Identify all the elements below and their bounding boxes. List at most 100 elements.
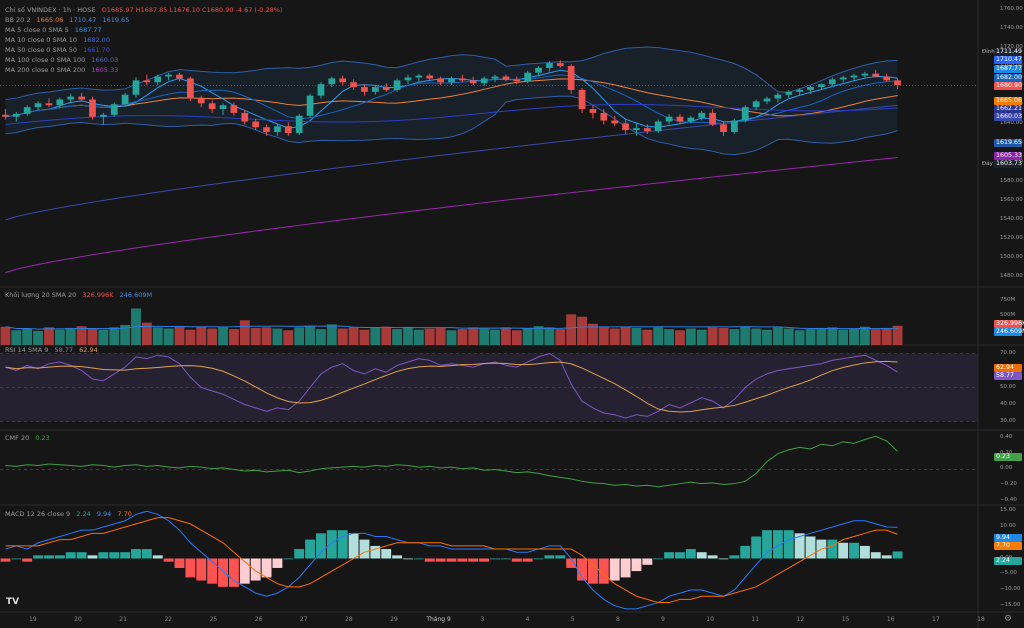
volume-bar xyxy=(11,330,22,345)
rsi-axis-label: 30.00 xyxy=(1000,417,1016,424)
macd-histogram-bar xyxy=(609,558,620,581)
volume-bar xyxy=(381,326,392,345)
candle-body xyxy=(328,78,336,85)
macd-histogram-bar xyxy=(65,552,76,559)
rsi-value: 58.77 xyxy=(54,346,74,354)
cmf-axis-label: −0.20 xyxy=(1000,481,1017,488)
volume-bar xyxy=(120,324,131,345)
macd-histogram-bar xyxy=(870,552,881,559)
cmf-label: CMF 20 xyxy=(5,434,30,442)
macd-histogram-bar xyxy=(457,558,468,562)
macd-histogram-bar xyxy=(185,558,196,578)
bb-legend[interactable]: BB 20 2 1665.06 1710.47 1619.65 xyxy=(5,15,133,26)
volume-bar xyxy=(413,329,424,345)
macd-histogram-bar xyxy=(522,558,533,562)
volume-bar xyxy=(370,327,381,345)
volume-bar xyxy=(457,329,468,345)
macd-histogram-bar xyxy=(696,552,707,559)
volume-bar xyxy=(228,329,239,345)
candle-body xyxy=(110,104,118,115)
candle-body xyxy=(12,113,20,117)
candle-body xyxy=(361,87,368,92)
ma10-label: MA 10 close 0 SMA 10 xyxy=(5,36,77,44)
settings-gear-icon[interactable]: ⚙ xyxy=(1004,614,1013,624)
volume-bar xyxy=(544,327,555,345)
price-tag-side-label: Đáy xyxy=(982,161,993,167)
volume-ma-value: 246.609M xyxy=(119,291,153,299)
rsi-axis-label: 50.00 xyxy=(1000,383,1016,390)
candle-body xyxy=(611,120,619,124)
volume-bar xyxy=(533,326,544,345)
ma50-legend[interactable]: MA 50 close 0 SMA 50 1661.70 xyxy=(5,45,114,56)
candle-body xyxy=(121,94,129,105)
volume-bar xyxy=(511,330,522,345)
candle-body xyxy=(861,73,869,76)
volume-bar xyxy=(838,329,849,345)
macd-histogram-bar xyxy=(272,558,283,568)
volume-bar xyxy=(446,330,457,345)
volume-bar xyxy=(44,327,54,345)
candle-body xyxy=(219,105,227,110)
macd-histogram-bar xyxy=(566,558,577,568)
macd-histogram-bar xyxy=(740,545,751,559)
cmf-legend[interactable]: CMF 20 0.23 xyxy=(5,433,54,444)
volume-axis-label: 750M xyxy=(1000,296,1016,303)
macd-signal-value: 7.70 xyxy=(117,510,132,518)
candle-body xyxy=(807,87,814,90)
macd-axis-label: −5.00 xyxy=(1000,570,1017,577)
volume-bar xyxy=(892,325,903,345)
macd-histogram-bar xyxy=(577,558,587,581)
macd-histogram-bar xyxy=(316,533,326,559)
volume-bar xyxy=(555,329,566,345)
macd-axis-label: 15.00 xyxy=(1000,507,1016,514)
macd-histogram-bar xyxy=(772,530,783,559)
ma10-legend[interactable]: MA 10 close 0 SMA 10 1682.00 xyxy=(5,35,114,46)
volume-bar xyxy=(620,326,631,345)
rsi-axis-label: 70.00 xyxy=(1000,349,1016,356)
x-axis-label: 26 xyxy=(254,616,263,623)
candle-body xyxy=(828,79,836,85)
volume-bar xyxy=(805,329,816,345)
macd-histogram-bar xyxy=(511,558,522,562)
volume-bar xyxy=(424,328,435,345)
candle-body xyxy=(350,82,357,88)
ma5-legend[interactable]: MA 5 close 0 SMA 5 1687.77 xyxy=(5,25,106,36)
macd-histogram-bar xyxy=(664,552,675,559)
candle-body xyxy=(643,128,651,132)
rsi-legend[interactable]: RSI 14 SMA 9 58.77 62.94 xyxy=(5,345,102,356)
bb-upper-value: 1710.47 xyxy=(69,16,97,24)
macd-histogram-bar xyxy=(413,558,424,560)
ma50-line xyxy=(5,103,898,125)
macd-histogram-bar xyxy=(805,536,816,559)
volume-legend[interactable]: Khối lượng 20 SMA 20 326.996K 246.609M xyxy=(5,290,156,301)
ma100-legend[interactable]: MA 100 close 0 SMA 100 1660.03 xyxy=(5,55,122,66)
macd-legend[interactable]: MACD 12 26 close 9 2.24 9.94 7.70 xyxy=(5,509,136,520)
macd-histogram-bar xyxy=(718,558,729,560)
x-axis-label: 22 xyxy=(164,616,173,623)
candle-body xyxy=(437,78,444,83)
volume-bar xyxy=(294,327,305,345)
volume-bar xyxy=(859,326,870,345)
candle-body xyxy=(230,105,238,113)
rsi-tag: 62.94 xyxy=(994,364,1022,372)
candle-body xyxy=(469,80,477,84)
cmf-tag: 0.23 xyxy=(994,453,1022,461)
macd-histogram-bar xyxy=(620,558,631,578)
macd-histogram-bar xyxy=(87,555,98,559)
volume-label: Khối lượng 20 SMA 20 xyxy=(5,291,77,299)
volume-bar xyxy=(98,329,109,345)
cmf-axis-label: 0.00 xyxy=(1000,465,1013,472)
candle-body xyxy=(89,99,96,117)
candle-body xyxy=(720,124,727,133)
price-axis-label: 1500.00 xyxy=(1000,254,1023,261)
candle-body xyxy=(524,72,532,82)
volume-bar xyxy=(729,329,740,345)
macd-histogram-bar xyxy=(359,539,370,559)
ma200-label: MA 200 close 0 SMA 200 xyxy=(5,66,86,74)
candle-body xyxy=(676,116,684,122)
macd-histogram-bar xyxy=(544,555,555,559)
ma200-legend[interactable]: MA 200 close 0 SMA 200 1605.33 xyxy=(5,65,122,76)
symbol-title[interactable]: Chỉ số VNINDEX · 1h · HOSE xyxy=(5,6,96,14)
volume-tag: 246.609M xyxy=(994,328,1024,336)
